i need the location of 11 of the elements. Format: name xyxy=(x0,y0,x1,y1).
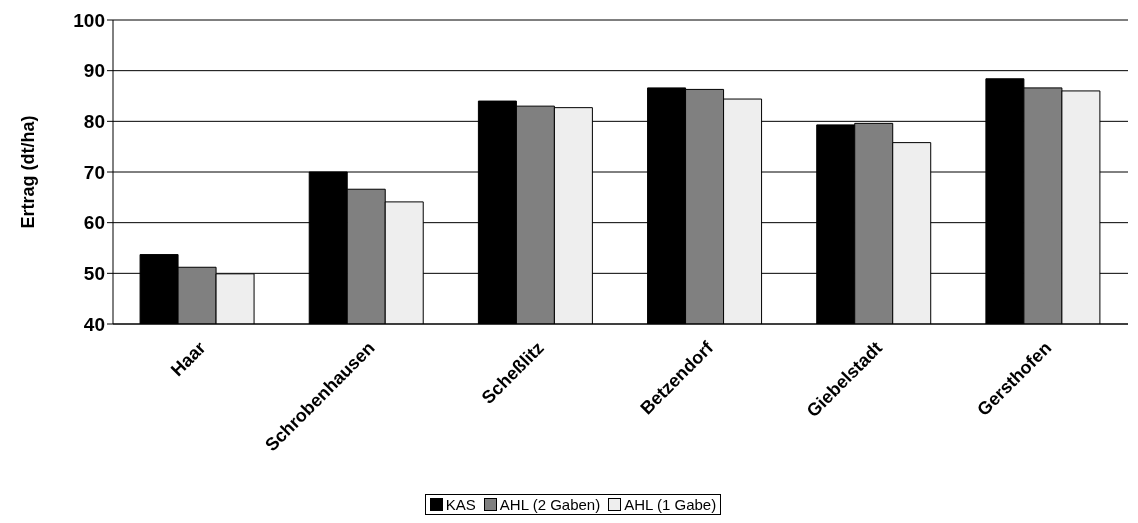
legend-label: AHL (1 Gabe) xyxy=(623,496,717,513)
y-axis-title: Ertrag (dt/ha) xyxy=(18,115,39,229)
legend-label: AHL (2 Gaben) xyxy=(498,496,601,513)
y-tick-label: 100 xyxy=(73,9,105,31)
y-tick-label: 50 xyxy=(83,263,105,285)
y-tick-label: 90 xyxy=(83,60,105,82)
legend-label: KAS xyxy=(444,496,476,513)
y-tick-label: 80 xyxy=(83,111,105,133)
y-tick-label: 40 xyxy=(83,313,105,335)
y-tick-label: 60 xyxy=(83,212,105,234)
y-tick-label: 70 xyxy=(83,161,105,183)
